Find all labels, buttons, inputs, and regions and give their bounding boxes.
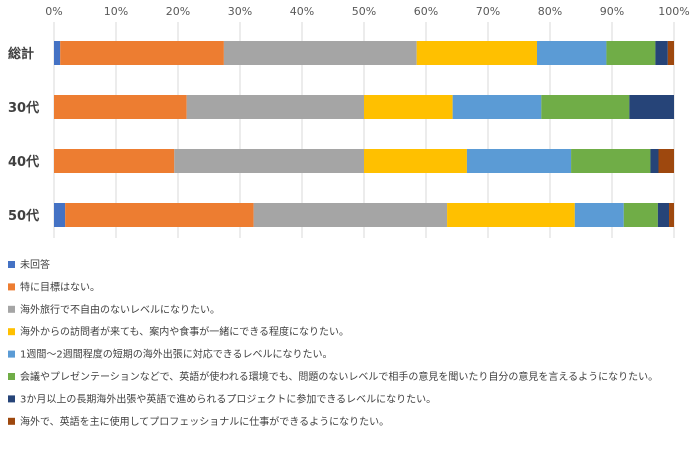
legend-entry: 未回答 <box>20 258 50 271</box>
bar-segment <box>253 203 448 227</box>
x-tick-label: 10% <box>104 5 128 18</box>
x-tick-label: 70% <box>476 5 500 18</box>
legend-entry: 海外からの訪問者が来ても、案内や食事が一緒にできる程度になりたい。 <box>20 325 349 338</box>
bar-segment <box>655 41 668 65</box>
legend-entry: 特に目標はない。 <box>20 280 100 293</box>
x-tick-label: 0% <box>45 5 62 18</box>
legend-swatch <box>8 373 15 380</box>
legend-entry: 3か月以上の長期海外出張や英語で進められるプロジェクトに参加できるレベルになりた… <box>20 392 436 405</box>
bar-segment <box>606 41 656 65</box>
x-tick-label: 40% <box>290 5 314 18</box>
bar-segment <box>629 95 674 119</box>
x-tick-label: 60% <box>414 5 438 18</box>
bar-segment <box>574 203 624 227</box>
x-tick-label: 80% <box>538 5 562 18</box>
category-label: 50代 <box>8 208 39 224</box>
y-axis-categories: 総計 30代 40代 50代 <box>8 46 39 224</box>
bar-segment <box>571 149 651 173</box>
bar-segment <box>54 149 175 173</box>
legend-entry: 会議やプレゼンテーションなどで、英語が使われる環境でも、問題のないレベルで相手の… <box>20 370 658 383</box>
bar-segment <box>364 95 453 119</box>
bar-segment <box>669 203 674 227</box>
bar-segment <box>60 41 224 65</box>
bar-segment <box>650 149 659 173</box>
legend-entry: 海外旅行で不自由のないレベルになりたい。 <box>20 303 220 316</box>
legend-swatch <box>8 395 15 403</box>
legend-swatch <box>8 350 15 358</box>
bars <box>54 41 674 227</box>
bar-segment <box>223 41 417 65</box>
category-label: 40代 <box>8 154 39 170</box>
bar-segment <box>667 41 674 65</box>
legend-swatch <box>8 417 15 425</box>
legend-swatch <box>8 305 15 313</box>
bar-segment <box>65 203 254 227</box>
x-axis-ticks: 0% 10% 20% 30% 40% 50% 60% 70% 80% 90% 100% <box>45 5 689 18</box>
bar-segment <box>416 41 537 65</box>
bar-segment <box>658 149 674 173</box>
x-tick-label: 20% <box>166 5 190 18</box>
legend-swatch <box>8 261 15 268</box>
bar-segment <box>186 95 364 119</box>
bar-segment <box>541 95 630 119</box>
bar-segment <box>536 41 607 65</box>
bar-segment <box>54 203 66 227</box>
legend-swatch <box>8 328 15 336</box>
category-label: 30代 <box>8 100 39 116</box>
x-tick-label: 30% <box>228 5 252 18</box>
bar-segment <box>174 149 364 173</box>
x-tick-label: 90% <box>600 5 624 18</box>
legend: 未回答特に目標はない。海外旅行で不自由のないレベルになりたい。海外からの訪問者が… <box>8 258 658 428</box>
category-label: 総計 <box>8 46 34 62</box>
bar-segment <box>447 203 575 227</box>
bar-segment <box>623 203 658 227</box>
bar-segment <box>466 149 572 173</box>
x-tick-label: 100% <box>658 5 689 18</box>
legend-swatch <box>8 283 15 291</box>
bar-segment <box>54 41 61 65</box>
bar-segment <box>364 149 467 173</box>
bar-segment <box>452 95 542 119</box>
x-tick-label: 50% <box>352 5 376 18</box>
legend-entry: 1週間～2週間程度の短期の海外出張に対応できるレベルになりたい。 <box>20 348 333 361</box>
legend-entry: 海外で、英語を主に使用してプロフェッショナルに仕事ができるようになりたい。 <box>20 415 389 428</box>
bar-segment <box>657 203 670 227</box>
bar-segment <box>54 95 187 119</box>
